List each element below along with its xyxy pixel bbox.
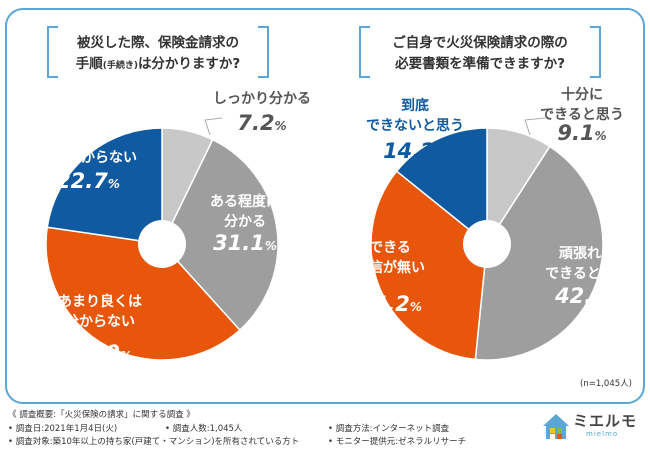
survey-heading: 《 調査概要:「火災保険の請求」に関する調査 》 xyxy=(8,410,195,420)
pie2-slice-1-label: 十分に xyxy=(561,86,603,103)
mielmo-logo: ミエルモ mielmo xyxy=(540,408,650,448)
pie2-slice-3-label: 自信が無い xyxy=(355,259,425,276)
pie2-slice-2 xyxy=(474,145,604,361)
pie2-slice-2-label: できると思う xyxy=(545,266,629,282)
pie2-slice-4-label: できないと思う xyxy=(366,118,464,134)
pie1-slice-2-value: 31.1% xyxy=(213,231,277,255)
house-logo-icon xyxy=(543,414,569,439)
survey-count: • 調査人数:1,045人 xyxy=(165,424,243,434)
pie2-slice-1-value: 9.1% xyxy=(557,121,606,145)
pie2-slice-4 xyxy=(395,127,488,246)
pie2-slice-2-label: 頑張れば xyxy=(558,246,615,262)
pie2-title-line2: 必要書類を準備できますか? xyxy=(394,55,565,72)
pie1-title-bracket-right xyxy=(258,26,269,78)
pie2-slice-3-label: できる xyxy=(369,240,411,256)
pie1-slice-4-label: 全く分からない xyxy=(38,149,137,166)
pie1-slice-1-value: 7.2% xyxy=(237,111,286,135)
pie2-slice-3 xyxy=(370,170,488,361)
logo-sub: mielmo xyxy=(586,430,619,438)
pie2-slice-1-leader-line xyxy=(524,117,546,136)
pie1-slice-2 xyxy=(161,138,279,332)
pie2-slice-2-value: 42.5% xyxy=(554,284,619,308)
sample-size-note: (n=1,045人) xyxy=(580,379,632,389)
pie1-slice-4 xyxy=(46,127,163,245)
pie1-slice-2-label: ある程度は xyxy=(210,193,280,210)
pie1-slice-1-leader-line xyxy=(204,117,223,136)
pie1-slice-1-label: しっかり分かる xyxy=(213,91,311,107)
pie1-slice-2-label: 分かる xyxy=(224,214,266,230)
pie1-slice-4-value: 22.7% xyxy=(56,169,120,193)
pie1-slice-3 xyxy=(45,226,241,361)
pie2-title-bracket-left xyxy=(359,26,370,78)
pie2-center-hole xyxy=(463,220,511,268)
pie1-title-bracket-left xyxy=(47,26,58,78)
survey-date: • 調査日:2021年1月4日(火) xyxy=(8,424,118,434)
pie1-slice-3-label: 分からない xyxy=(65,314,135,330)
pie2-slice-1-label: できると思う xyxy=(540,107,624,123)
logo-name: ミエルモ xyxy=(573,412,638,430)
survey-target: • 調査対象:築10年以上の持ち家(戸建て・マンション)を所有されている方ト xyxy=(8,437,300,447)
pie2-title-line1: ご自身で火災保険請求の際の xyxy=(392,34,568,51)
pie1-title-line2: 手順(手続き)は分かりますか? xyxy=(76,55,241,72)
pie2-slice-4-value: 14.2% xyxy=(383,139,447,163)
pie2-slice-4-label: 到底 xyxy=(401,97,429,114)
pie2-title-bracket-right xyxy=(590,26,601,78)
survey-method: • 調査方法:インターネット調査 xyxy=(328,424,450,434)
pie1-center-hole xyxy=(138,220,186,268)
pie2-slice-3-value: 34.2% xyxy=(358,292,422,316)
survey-provider: • モニター提供元:ゼネラルリサーチ xyxy=(328,437,467,447)
pie1-title-line1: 被災した際、保険金請求の xyxy=(77,34,239,51)
pie1-slice-3-value: 39.0% xyxy=(68,341,132,365)
pie1-slice-3-label: あまり良くは xyxy=(58,293,142,310)
